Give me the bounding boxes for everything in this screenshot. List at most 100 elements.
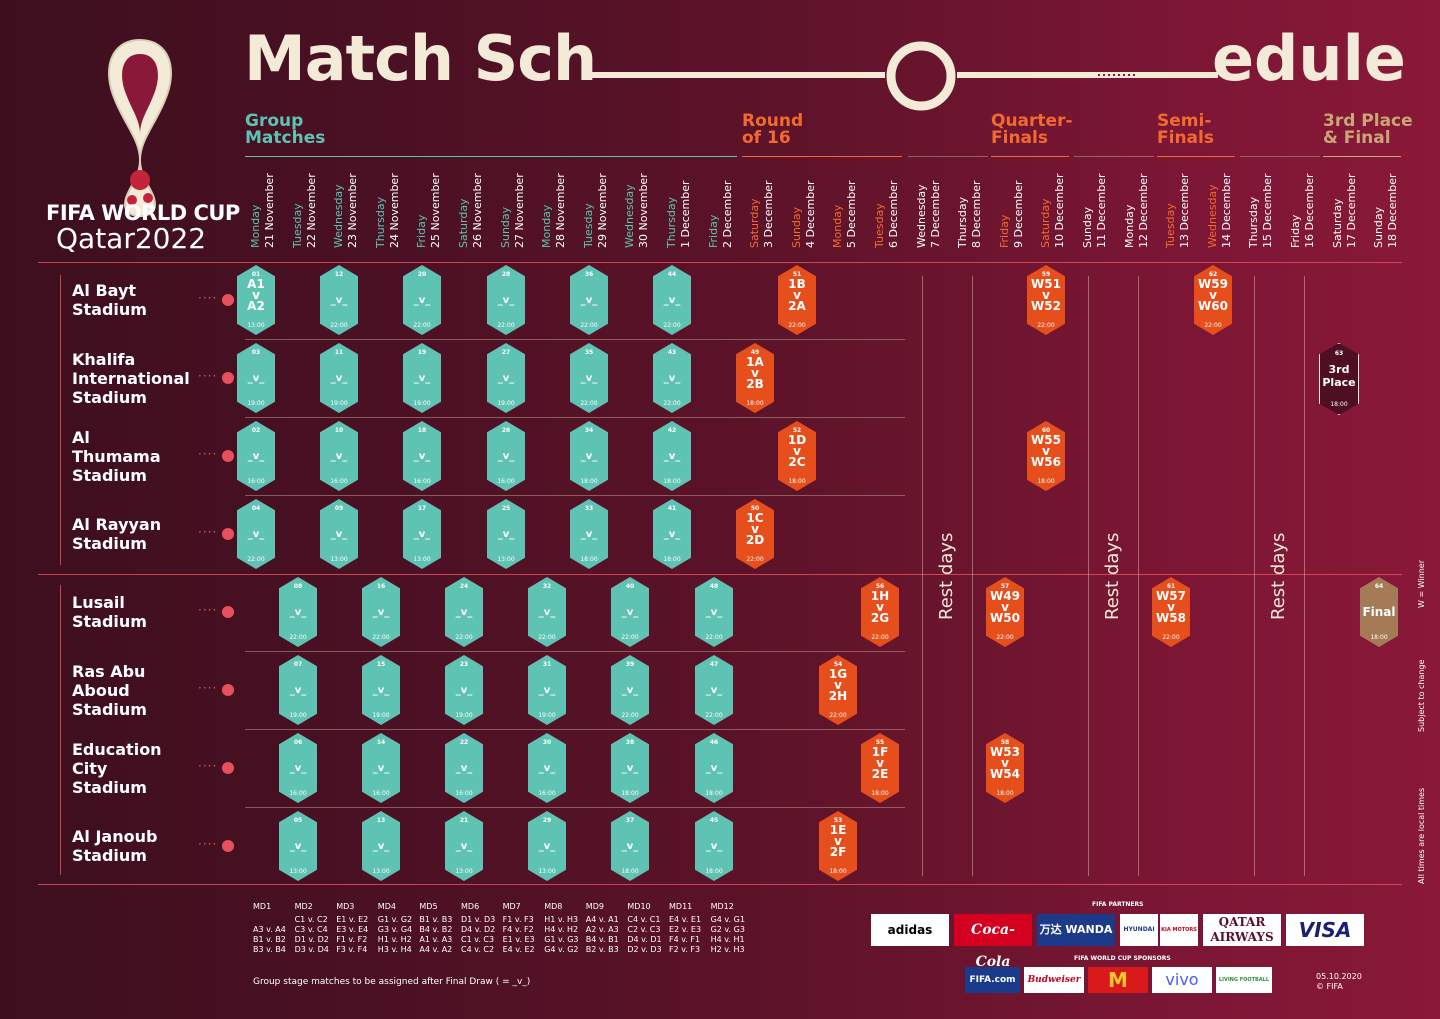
match-teams: _v_	[580, 373, 598, 384]
match-time: 22:00	[705, 712, 723, 719]
match-21: 21 _v_ 13:00	[445, 811, 483, 881]
match-number: 25	[501, 505, 511, 512]
match-number: 59	[1041, 271, 1051, 278]
match-number: 21	[459, 817, 469, 824]
match-time: 13:00	[372, 868, 390, 875]
match-number: 29	[542, 817, 552, 824]
match-time: 22:00	[455, 634, 473, 641]
weekday-label: Friday	[998, 214, 1011, 248]
left-rule-top	[60, 275, 61, 565]
match-number: 57	[1000, 583, 1010, 590]
match-38: 38 _v_ 18:00	[611, 733, 649, 803]
date-label: 21 November	[263, 173, 276, 248]
match-time: 22:00	[705, 634, 723, 641]
date-label: 11 December	[1095, 173, 1108, 248]
rest-line-1a	[922, 276, 923, 876]
date-column-21: Monday 12 December	[1123, 168, 1150, 248]
match-number: 01	[251, 271, 261, 278]
match-time: 13:00	[330, 556, 348, 563]
match-time: 22:00	[1037, 322, 1055, 329]
match-time: 13:00	[289, 868, 307, 875]
matchday-11: MD11 E4 v. E1 E2 v. E3 F4 v. F1 F2 v. F3	[669, 902, 713, 955]
match-teams: _v_	[621, 685, 639, 696]
match-teams: 1D v 2C	[787, 433, 807, 469]
matchday-label: MD5	[419, 902, 438, 911]
partner-wanda: 万达 WANDA	[1037, 914, 1115, 946]
match-teams: W51 v W52	[1031, 277, 1061, 313]
matchday-fixtures: B1 v. B3 B4 v. B2 A1 v. A3 A4 v. A2	[419, 915, 453, 954]
match-teams: _v_	[663, 295, 681, 306]
stadium-connector: ····	[198, 447, 218, 461]
match-teams: _v_	[413, 295, 431, 306]
weekday-label: Tuesday	[291, 203, 304, 248]
date-label: 15 December	[1261, 173, 1274, 248]
match-time: 18:00	[580, 556, 598, 563]
stadium-name: Khalifa International Stadium	[72, 349, 190, 407]
match-time: 22:00	[580, 322, 598, 329]
rest-underline-3	[1240, 156, 1320, 157]
match-60: 60 W55 v W56 18:00	[1027, 421, 1065, 491]
date-label: 30 November	[637, 173, 650, 248]
partner-hyundai: HYUNDAI	[1120, 914, 1158, 946]
date-column-2: Wednesday 23 November	[332, 168, 359, 248]
match-teams: _v_	[372, 763, 390, 774]
weekday-label: Wednesday	[332, 184, 345, 248]
weekday-label: Friday	[1289, 214, 1302, 248]
match-43: 43 _v_ 22:00	[653, 343, 691, 413]
weekday-label: Thursday	[665, 196, 678, 248]
matchday-7: MD7 F1 v. F3 F4 v. F2 E1 v. E3 E4 v. E2	[503, 902, 547, 955]
stadium-pin-icon	[222, 372, 234, 384]
match-time: 19:00	[538, 712, 556, 719]
match-number: 39	[625, 661, 635, 668]
sponsor-vivo: vivo	[1152, 967, 1212, 993]
weekday-label: Friday	[707, 214, 720, 248]
match-teams: 1E v 2F	[829, 823, 847, 859]
match-number: 56	[875, 583, 885, 590]
match-number: 60	[1041, 427, 1051, 434]
match-teams: 1G v 2H	[828, 667, 848, 703]
date-column-4: Friday 25 November	[415, 168, 442, 248]
match-52: 52 1D v 2C 18:00	[778, 421, 816, 491]
match-teams: W49 v W50	[990, 589, 1020, 625]
match-time: 16:00	[538, 790, 556, 797]
match-time: 19:00	[289, 712, 307, 719]
weekday-label: Tuesday	[873, 203, 886, 248]
match-time: 18:00	[829, 868, 847, 875]
match-18: 18 _v_ 16:00	[403, 421, 441, 491]
date-column-14: Monday 5 December	[831, 168, 858, 248]
sponsor-budweiser: Budweiser	[1024, 967, 1084, 993]
match-teams: _v_	[455, 685, 473, 696]
match-teams: _v_	[497, 451, 515, 462]
weekday-label: Tuesday	[1164, 203, 1177, 248]
matchday-4: MD4 G1 v. G2 G3 v. G4 H1 v. H2 H3 v. H4	[378, 902, 422, 955]
top-rule	[38, 262, 1402, 263]
match-time: 16:00	[289, 790, 307, 797]
match-47: 47 _v_ 22:00	[695, 655, 733, 725]
match-teams: _v_	[330, 373, 348, 384]
match-number: 22	[459, 739, 469, 746]
matchday-fixtures: H1 v. H3 H4 v. H2 G1 v. G3 G4 v. G2	[544, 915, 579, 954]
weekday-label: Saturday	[748, 198, 761, 248]
date-label: 9 December	[1012, 180, 1025, 248]
match-number: 04	[251, 505, 261, 512]
rest-underline-2	[1074, 156, 1154, 157]
match-number: 64	[1374, 583, 1384, 590]
match-time: 16:00	[413, 478, 431, 485]
left-rule-bottom	[60, 585, 61, 875]
match-number: 31	[542, 661, 552, 668]
matchday-fixtures: G4 v. G1 G2 v. G3 H4 v. H1 H2 v. H3	[710, 915, 745, 954]
match-number: 52	[792, 427, 802, 434]
date-label: 17 December	[1345, 173, 1358, 248]
rest-days-2: Rest days	[1102, 532, 1123, 620]
r16-underline	[742, 156, 902, 157]
matchday-label: MD6	[461, 902, 480, 911]
match-number: 63	[1334, 350, 1344, 357]
match-number: 12	[334, 271, 344, 278]
match-09: 09 _v_ 13:00	[320, 499, 358, 569]
matchday-label: MD2	[294, 902, 313, 911]
date-column-23: Wednesday 14 December	[1206, 168, 1233, 248]
match-time: 13:00	[538, 868, 556, 875]
stadium-connector: ····	[198, 759, 218, 773]
match-teams: _v_	[330, 451, 348, 462]
match-62: 62 W59 v W60 22:00	[1194, 265, 1232, 335]
